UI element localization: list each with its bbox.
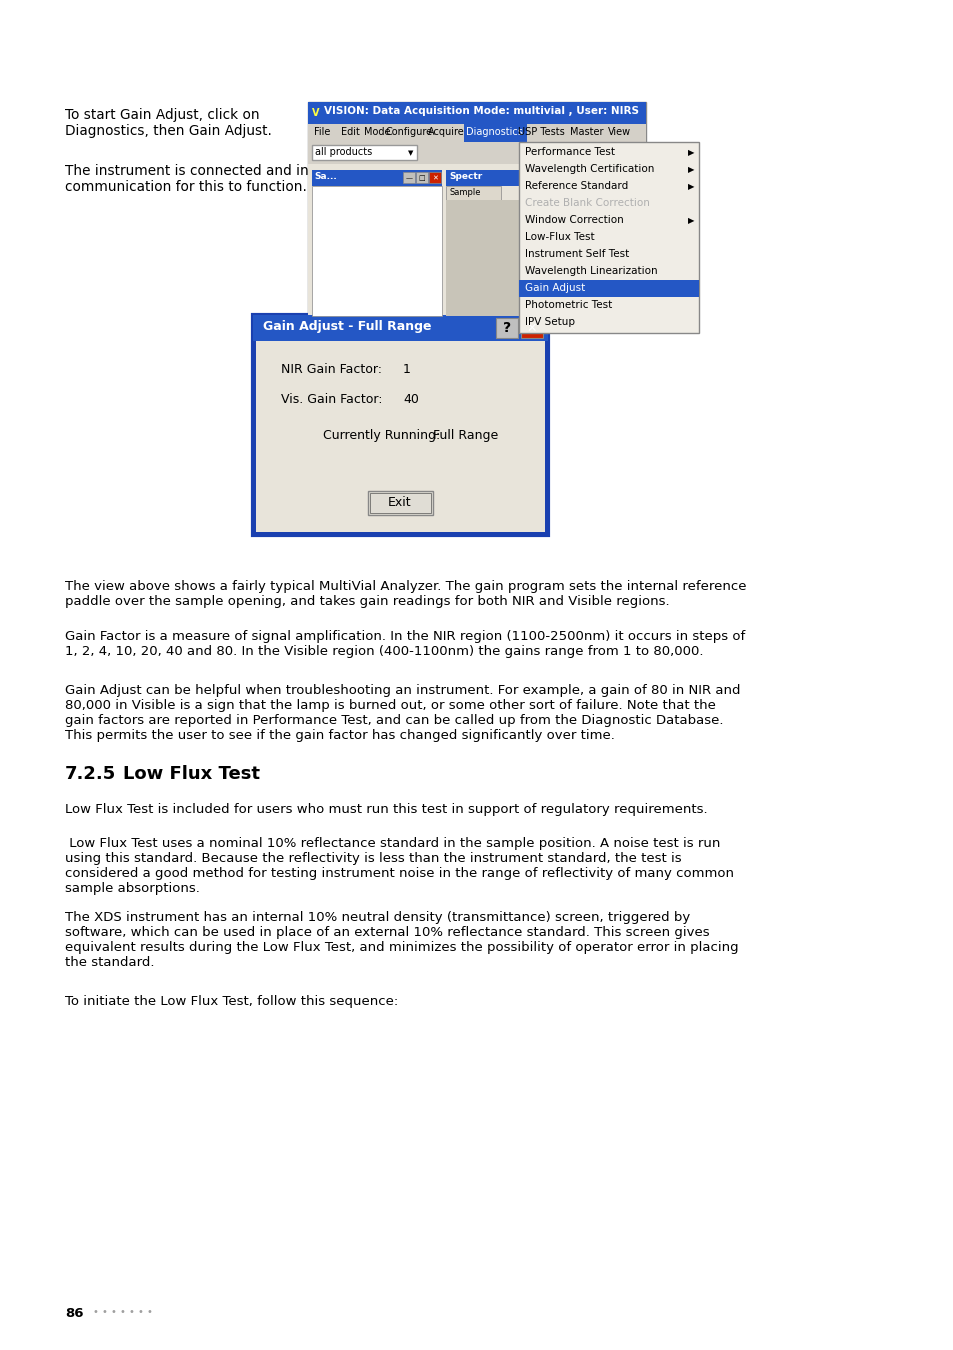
- Bar: [496, 319, 517, 338]
- Text: 86: 86: [65, 1307, 84, 1320]
- Bar: [308, 103, 645, 124]
- Bar: [463, 124, 527, 142]
- Text: ▼: ▼: [408, 150, 414, 157]
- Text: File: File: [314, 127, 330, 136]
- Text: Full Range: Full Range: [433, 429, 497, 441]
- Bar: [446, 186, 500, 200]
- Text: The instrument is connected and in
communication for this to function.: The instrument is connected and in commu…: [65, 163, 309, 194]
- Text: Low-Flux Test: Low-Flux Test: [525, 232, 595, 242]
- Text: VISION: Data Acquisition Mode: multivial , User: NIRS: VISION: Data Acquisition Mode: multivial…: [324, 107, 639, 116]
- Text: Acquire: Acquire: [428, 127, 464, 136]
- Text: Wavelength Linearization: Wavelength Linearization: [525, 266, 658, 275]
- Bar: [402, 171, 415, 184]
- Text: Low Flux Test is included for users who must run this test in support of regulat: Low Flux Test is included for users who …: [65, 803, 707, 815]
- Bar: [308, 124, 645, 142]
- Bar: [308, 103, 645, 320]
- Text: Low Flux Test: Low Flux Test: [123, 765, 260, 783]
- Bar: [312, 170, 441, 186]
- Bar: [416, 171, 428, 184]
- Text: Instrument Self Test: Instrument Self Test: [525, 248, 629, 259]
- Text: 40: 40: [402, 393, 418, 406]
- Text: ▶: ▶: [687, 148, 694, 157]
- Text: 1: 1: [402, 363, 411, 377]
- Text: —: —: [405, 176, 412, 181]
- Bar: [518, 279, 699, 297]
- Text: The XDS instrument has an internal 10% neutral density (transmittance) screen, t: The XDS instrument has an internal 10% n…: [65, 911, 738, 969]
- Text: NIR Gain Factor:: NIR Gain Factor:: [281, 363, 381, 377]
- Bar: [308, 163, 645, 320]
- Text: ▶: ▶: [687, 216, 694, 225]
- Bar: [253, 315, 547, 535]
- Text: Photometric Test: Photometric Test: [525, 300, 612, 310]
- Text: Window Correction: Window Correction: [525, 215, 623, 225]
- Bar: [429, 171, 440, 184]
- Text: Create Blank Correction: Create Blank Correction: [525, 198, 649, 208]
- Text: Wavelength Certification: Wavelength Certification: [525, 163, 654, 174]
- Text: Configure: Configure: [386, 127, 433, 136]
- Text: Master: Master: [569, 127, 603, 136]
- Text: Currently Running:: Currently Running:: [323, 429, 439, 441]
- Text: Mode: Mode: [364, 127, 390, 136]
- Bar: [255, 342, 544, 532]
- Text: all products: all products: [314, 147, 372, 157]
- Text: • • • • • • •: • • • • • • •: [92, 1307, 152, 1318]
- Bar: [308, 142, 645, 163]
- Text: The view above shows a fairly typical MultiVial Analyzer. The gain program sets : The view above shows a fairly typical Mu…: [65, 580, 745, 608]
- Text: To initiate the Low Flux Test, follow this sequence:: To initiate the Low Flux Test, follow th…: [65, 995, 397, 1008]
- Bar: [253, 315, 547, 342]
- Text: ✕: ✕: [432, 176, 437, 181]
- Text: View: View: [607, 127, 631, 136]
- Text: Sample: Sample: [450, 188, 481, 197]
- Text: ✕: ✕: [526, 321, 537, 335]
- Text: USP Tests: USP Tests: [517, 127, 564, 136]
- Text: Edit: Edit: [340, 127, 359, 136]
- Bar: [368, 491, 433, 514]
- Bar: [520, 319, 542, 338]
- Text: Low Flux Test uses a nominal 10% reflectance standard in the sample position. A : Low Flux Test uses a nominal 10% reflect…: [65, 837, 733, 895]
- Text: ▶: ▶: [687, 165, 694, 174]
- Bar: [446, 170, 641, 186]
- Text: ▶: ▶: [687, 182, 694, 190]
- Text: Vis. Gain Factor:: Vis. Gain Factor:: [281, 393, 382, 406]
- Text: Gain Adjust - Full Range: Gain Adjust - Full Range: [263, 320, 431, 333]
- Text: Exit: Exit: [388, 495, 412, 509]
- Text: V: V: [312, 108, 319, 117]
- Text: Gain Factor is a measure of signal amplification. In the NIR region (1100-2500nm: Gain Factor is a measure of signal ampli…: [65, 630, 744, 657]
- Bar: [370, 493, 431, 513]
- Bar: [312, 186, 441, 316]
- Text: Spectr: Spectr: [449, 171, 482, 181]
- Bar: [312, 144, 416, 161]
- Bar: [446, 200, 641, 316]
- Text: Sa...: Sa...: [314, 171, 336, 181]
- Text: Diagnostics: Diagnostics: [465, 127, 522, 136]
- Text: Gain Adjust: Gain Adjust: [525, 284, 585, 293]
- Text: □: □: [418, 176, 425, 181]
- Text: Gain Adjust can be helpful when troubleshooting an instrument. For example, a ga: Gain Adjust can be helpful when troubles…: [65, 684, 740, 743]
- Text: To start Gain Adjust, click on
Diagnostics, then Gain Adjust.: To start Gain Adjust, click on Diagnosti…: [65, 108, 272, 138]
- Text: ?: ?: [502, 321, 511, 335]
- Text: IPV Setup: IPV Setup: [525, 317, 575, 327]
- Bar: [518, 142, 699, 333]
- Text: Performance Test: Performance Test: [525, 147, 615, 157]
- Text: 7.2.5: 7.2.5: [65, 765, 116, 783]
- Text: Reference Standard: Reference Standard: [525, 181, 628, 190]
